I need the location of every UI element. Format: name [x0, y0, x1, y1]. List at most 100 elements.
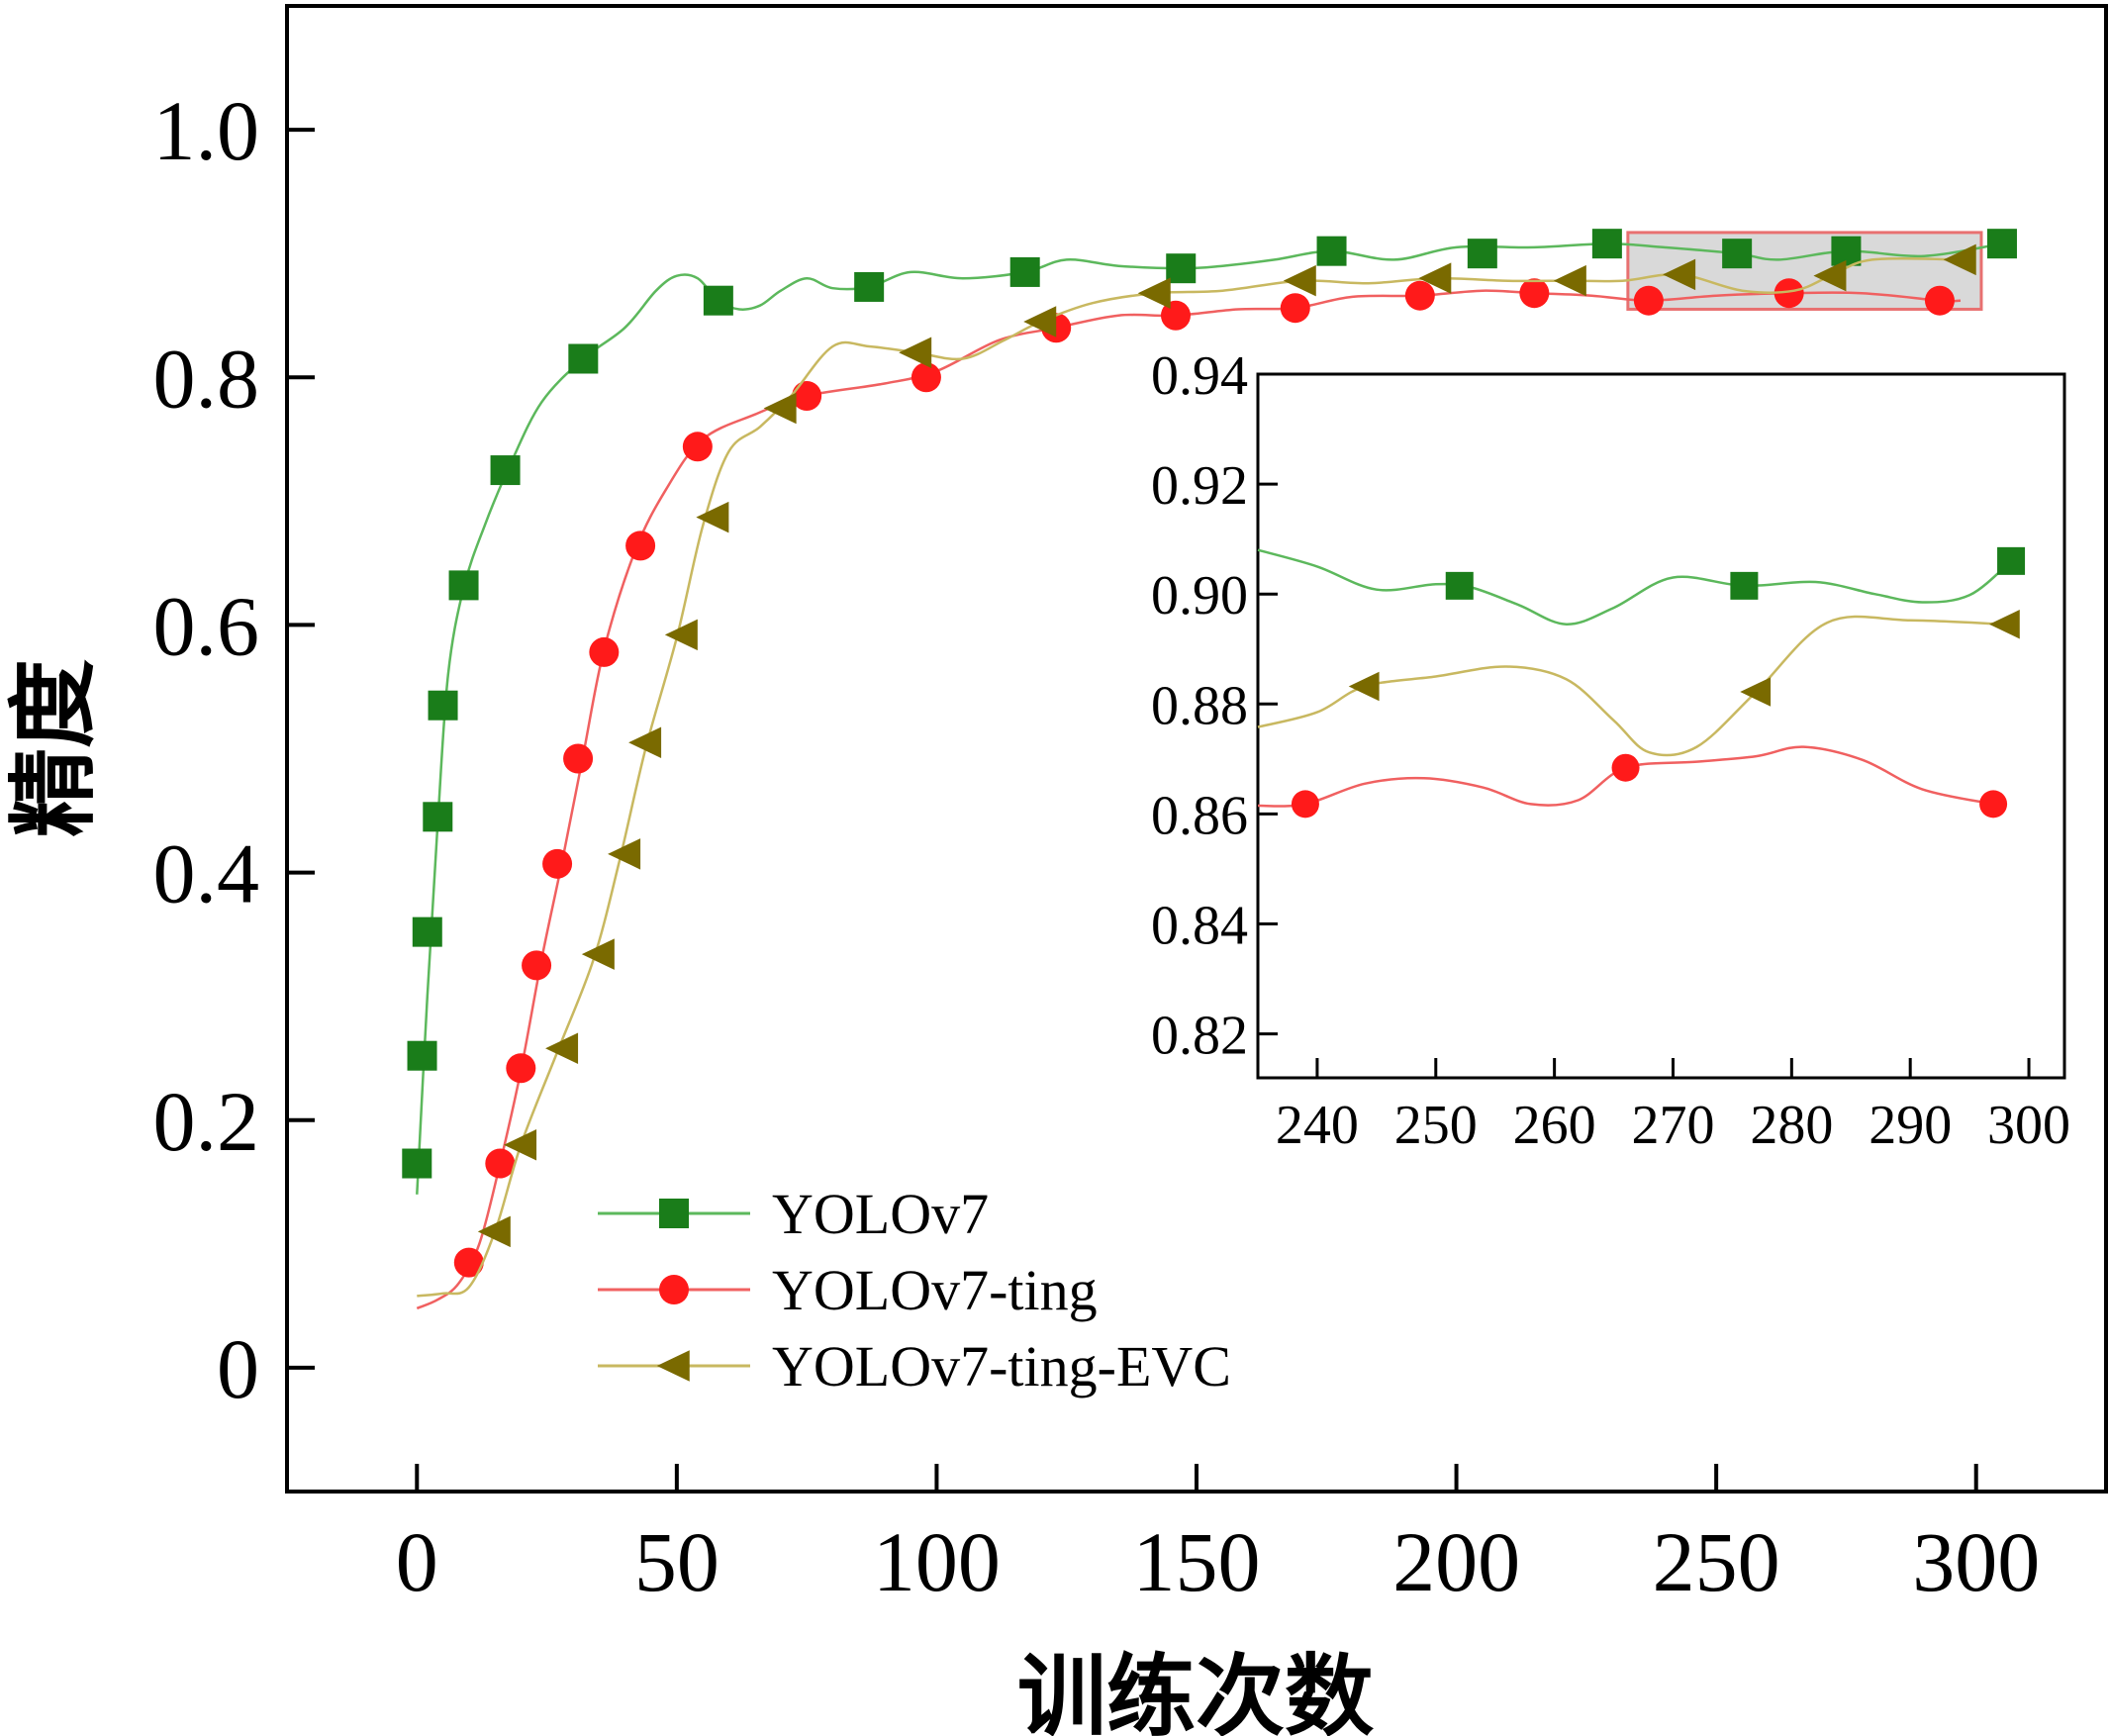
- y-tick-label: 0.4: [153, 826, 260, 921]
- inset-plot: 240 250 260 270 280 290 300 0.820.840.860.880.…: [1151, 345, 2070, 1156]
- data-point: [1160, 300, 1191, 331]
- data-point: [899, 337, 932, 368]
- data-point: [1722, 239, 1753, 269]
- data-point: [1813, 259, 1847, 292]
- inset-x-tick-label: 290: [1869, 1095, 1952, 1156]
- legend-label: YOLOv7-ting: [772, 1258, 1098, 1322]
- x-tick-label: 100: [873, 1514, 1001, 1609]
- x-tick-label: 50: [634, 1514, 719, 1609]
- data-point: [1418, 262, 1452, 294]
- data-point: [1773, 278, 1804, 309]
- data-point: [412, 916, 442, 947]
- inset-data-point: [1979, 790, 2008, 819]
- inset-series-yolov7-ting-evc: [1257, 610, 2020, 757]
- inset-data-point: [1611, 753, 1640, 782]
- x-tick-label: 300: [1912, 1514, 2040, 1609]
- data-point: [1924, 285, 1955, 316]
- y-tick-label: 0.2: [153, 1074, 260, 1169]
- data-point: [568, 343, 599, 374]
- data-point: [682, 432, 713, 462]
- inset-data-point: [1348, 671, 1380, 702]
- data-point: [542, 848, 573, 879]
- legend-marker: [656, 1350, 690, 1382]
- legend-item-yolov7-ting-evc: YOLOv7-ting-EVC: [598, 1334, 1231, 1398]
- series-yolov7-ting: [416, 278, 1962, 1310]
- y-axis-title: 精度: [2, 659, 106, 837]
- data-point: [1591, 229, 1622, 259]
- inset-data-point: [1291, 790, 1319, 819]
- data-point: [1316, 236, 1347, 266]
- data-point: [506, 1053, 536, 1084]
- y-tick-label: 0.6: [153, 578, 260, 673]
- data-point: [1283, 264, 1316, 297]
- x-axis-title: 训练次数: [1017, 1645, 1374, 1736]
- inset-y-tick-label: 0.90: [1151, 565, 1248, 627]
- inset-series-group: [1257, 546, 2026, 819]
- data-point: [1280, 293, 1310, 324]
- inset-x-tick-label: 260: [1513, 1095, 1596, 1156]
- data-point: [477, 1215, 511, 1248]
- data-point: [453, 1247, 484, 1278]
- data-point: [1023, 306, 1057, 338]
- inset-data-point: [1740, 677, 1772, 707]
- legend-label: YOLOv7: [772, 1182, 989, 1246]
- data-point: [1467, 239, 1497, 269]
- data-point: [628, 726, 662, 758]
- data-point: [1519, 278, 1550, 309]
- x-tick-label: 0: [396, 1514, 438, 1609]
- inset-series-line: [1257, 548, 2012, 626]
- y-tick-label: 0.8: [153, 331, 260, 426]
- data-point: [428, 690, 458, 721]
- x-tick-label: 250: [1653, 1514, 1780, 1609]
- data-point: [696, 501, 729, 533]
- data-point: [448, 570, 479, 601]
- data-point: [1633, 285, 1664, 316]
- inset-data-point: [1445, 571, 1474, 600]
- data-point: [563, 743, 594, 774]
- data-point: [1166, 253, 1197, 284]
- data-point: [1943, 243, 1976, 276]
- inset-data-point: [1730, 571, 1759, 600]
- data-point: [407, 1040, 437, 1071]
- data-point: [1137, 277, 1171, 309]
- data-point: [1831, 236, 1862, 266]
- data-point: [1553, 264, 1586, 297]
- data-point: [763, 392, 797, 425]
- inset-y-tick-label: 0.92: [1151, 455, 1248, 517]
- x-tick-label: 150: [1133, 1514, 1261, 1609]
- inset-series-line: [1257, 745, 1994, 808]
- data-point: [625, 530, 656, 561]
- data-point: [792, 381, 822, 412]
- series-line: [416, 241, 2003, 1195]
- data-point: [522, 950, 552, 981]
- data-point: [1009, 256, 1040, 287]
- data-point: [581, 938, 615, 970]
- inset-series-yolov7: [1257, 546, 2026, 626]
- data-point: [1663, 258, 1696, 291]
- inset-x-tick-label: 240: [1276, 1095, 1359, 1156]
- data-point: [589, 636, 620, 667]
- inset-y-tick-label: 0.86: [1151, 785, 1248, 846]
- data-point: [545, 1032, 579, 1064]
- y-tick-label: 0: [217, 1321, 259, 1416]
- data-point: [402, 1148, 432, 1179]
- inset-series-yolov7-ting: [1257, 745, 2008, 819]
- data-point: [423, 802, 453, 832]
- inset-y-tick-label: 0.94: [1151, 345, 1248, 407]
- inset-x-axis-ticks: 240 250 260 270 280 290 300: [1276, 1058, 2070, 1156]
- inset-data-point: [1988, 610, 2020, 639]
- data-point: [504, 1129, 537, 1161]
- data-point: [490, 455, 521, 486]
- inset-y-tick-label: 0.82: [1151, 1006, 1248, 1067]
- series-yolov7-ting-evc: [417, 243, 1976, 1298]
- y-axis-ticks: 0 0.2 0.4 0.6 0.8 1.0: [153, 83, 315, 1416]
- inset-x-tick-label: 280: [1750, 1095, 1833, 1156]
- legend-marker: [659, 1199, 689, 1228]
- inset-plot-frame: [1256, 372, 2066, 1080]
- data-point: [911, 362, 941, 393]
- inset-y-tick-label: 0.84: [1151, 895, 1248, 956]
- data-point: [1986, 229, 2017, 259]
- legend-item-yolov7: YOLOv7: [598, 1182, 989, 1246]
- inset-x-tick-label: 250: [1394, 1095, 1478, 1156]
